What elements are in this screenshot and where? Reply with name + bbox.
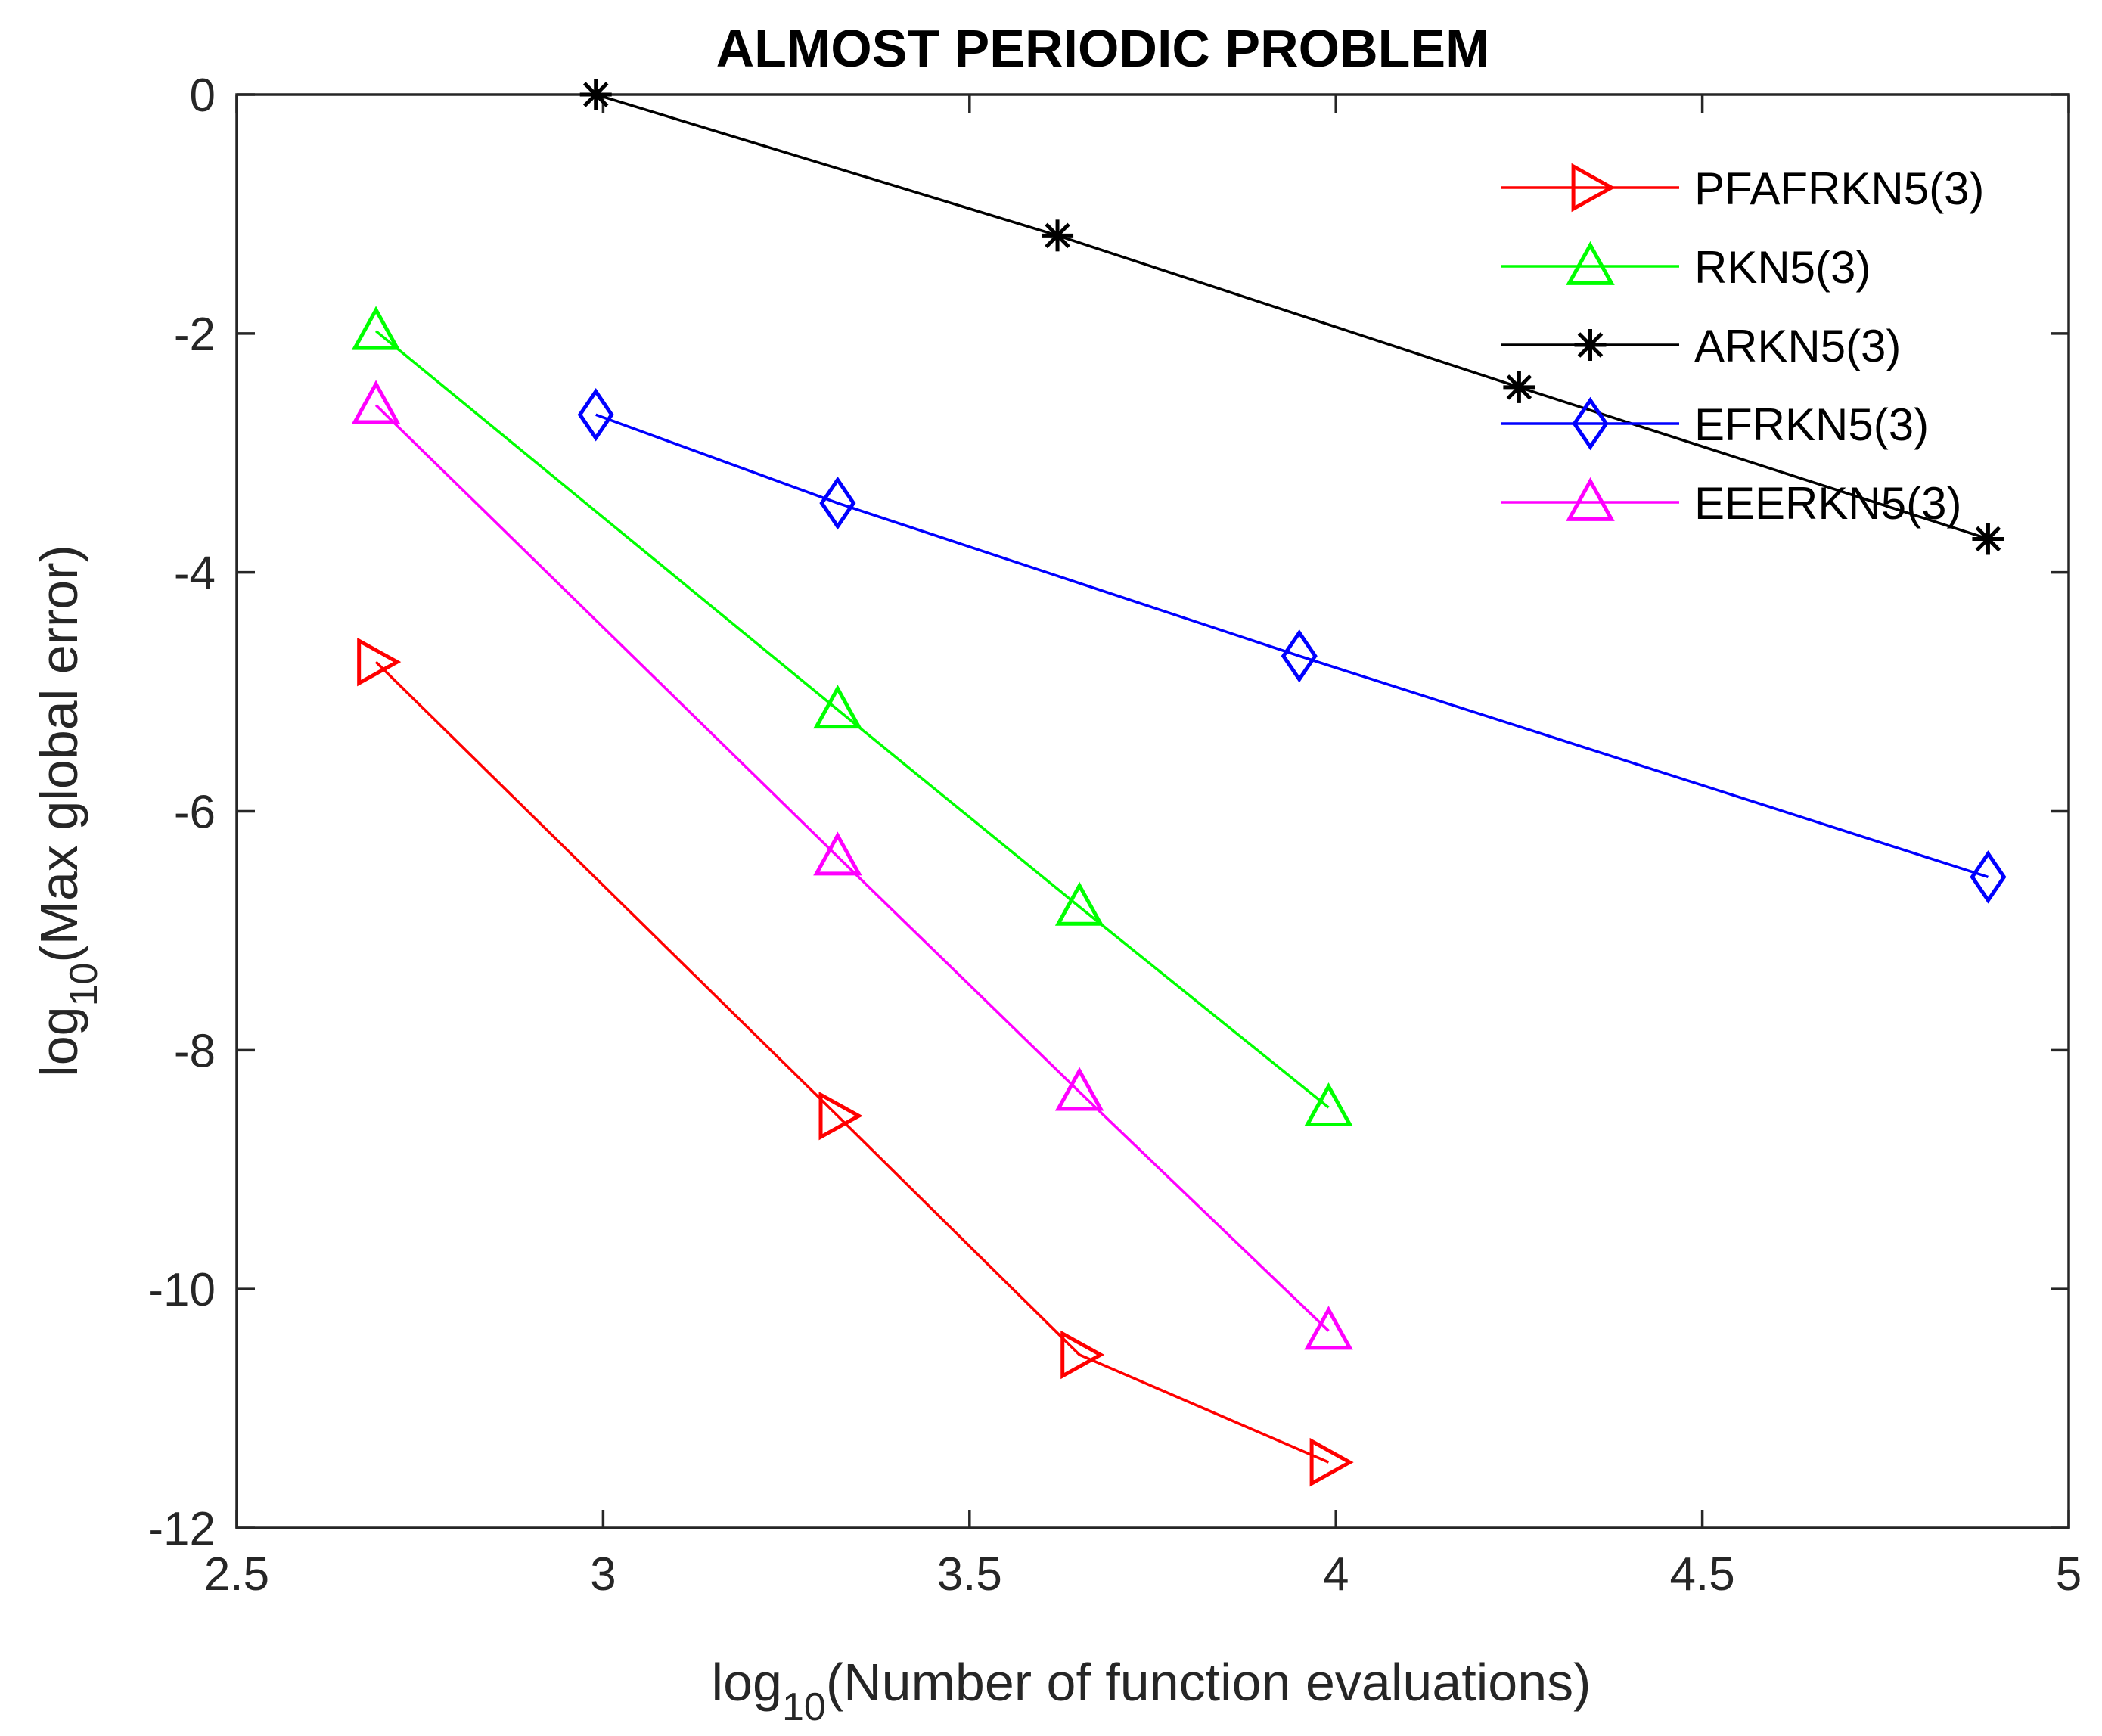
- asterisk-stroke: [1577, 332, 1604, 358]
- x-axis-label-suffix: (Number of function evaluations): [826, 1653, 1591, 1712]
- data-point-marker: [1566, 477, 1615, 521]
- series-line: [595, 93, 1989, 541]
- data-point-marker: [1281, 629, 1318, 683]
- legend-item: PFAFRKN5(3): [1501, 163, 1984, 214]
- series-rkn5-3: [351, 306, 1353, 1127]
- asterisk-stroke: [1975, 526, 2001, 552]
- series-eeerkn5-3: [351, 380, 1353, 1350]
- legend-item: RKN5(3): [1501, 241, 1871, 293]
- data-point-marker: [1304, 1306, 1353, 1350]
- data-point-marker: [1970, 850, 2007, 904]
- series-layer: [351, 79, 2007, 1487]
- plot-area: [235, 93, 2070, 1529]
- asterisk-stroke: [1506, 374, 1532, 400]
- data-point-marker: [1572, 396, 1609, 451]
- data-point-marker: [351, 306, 401, 350]
- data-point-marker: [1042, 219, 1074, 252]
- data-point-marker: [818, 1091, 863, 1141]
- data-point-marker: [1566, 241, 1615, 285]
- y-axis-label: log10(Max global error): [29, 545, 106, 1077]
- data-point-marker: [1574, 329, 1607, 361]
- series-efrkn5-3: [577, 387, 2007, 904]
- y-axis-label-subscript: 10: [62, 963, 106, 1007]
- data-point-marker: [1060, 1330, 1105, 1380]
- legend-item: EEERKN5(3): [1501, 477, 1961, 529]
- y-tick-label: -10: [147, 1264, 216, 1316]
- data-point-marker: [1503, 371, 1535, 403]
- data-point-marker: [357, 637, 402, 687]
- x-tick-label: 5: [2056, 1548, 2082, 1601]
- data-point-marker: [1571, 163, 1616, 213]
- legend-label: RKN5(3): [1694, 242, 1871, 293]
- data-point-marker: [819, 476, 856, 530]
- y-axis-label-prefix: log: [29, 1006, 88, 1076]
- x-axis: 2.5 3 3.5 4 4.5 5: [204, 95, 2082, 1601]
- x-axis-label: log10(Number of function evaluations): [712, 1653, 1591, 1729]
- x-axis-label-prefix: log: [712, 1653, 782, 1712]
- series-line: [595, 413, 1989, 879]
- legend-label: PFAFRKN5(3): [1694, 163, 1984, 214]
- chart-title: ALMOST PERIODIC PROBLEM: [716, 19, 1490, 78]
- legend-item: ARKN5(3): [1501, 321, 1901, 371]
- x-axis-label-subscript: 10: [782, 1685, 826, 1729]
- legend: PFAFRKN5(3) RKN5(3) ARKN5(3) EFRKN5(3) EEERK…: [1501, 163, 1984, 529]
- data-point-marker: [577, 387, 614, 442]
- x-tick-label: 3: [590, 1548, 616, 1601]
- y-tick-label: -8: [174, 1025, 216, 1077]
- y-axis: 0 -2 -4 -6 -8 -10 -12: [147, 70, 2069, 1555]
- y-tick-label: -6: [174, 787, 216, 839]
- series-pfafrkn5-3: [357, 637, 1354, 1487]
- y-tick-label: 0: [190, 70, 216, 122]
- legend-label: ARKN5(3): [1694, 321, 1901, 371]
- series-line: [374, 660, 1330, 1464]
- data-point-marker: [1054, 881, 1104, 926]
- x-tick-label: 2.5: [204, 1548, 269, 1601]
- y-tick-label: -4: [174, 548, 216, 600]
- x-tick-label: 3.5: [937, 1548, 1002, 1601]
- series-arkn5-3: [579, 79, 2004, 555]
- legend-label: EEERKN5(3): [1694, 478, 1961, 529]
- data-point-marker: [579, 79, 612, 110]
- x-tick-label: 4.5: [1669, 1548, 1734, 1601]
- y-tick-label: -12: [147, 1503, 216, 1555]
- asterisk-stroke: [1045, 222, 1070, 249]
- asterisk-stroke: [582, 82, 609, 107]
- axes-frame: [235, 93, 2070, 1529]
- y-axis-label-suffix: (Max global error): [29, 545, 88, 962]
- data-point-marker: [813, 685, 862, 729]
- series-line: [374, 404, 1330, 1332]
- y-tick-label: -2: [174, 309, 216, 361]
- legend-item: EFRKN5(3): [1501, 396, 1929, 451]
- series-line: [374, 330, 1330, 1109]
- data-point-marker: [1309, 1437, 1354, 1487]
- data-point-marker: [813, 831, 862, 876]
- data-point-marker: [351, 380, 401, 424]
- data-point-marker: [1304, 1082, 1353, 1127]
- legend-label: EFRKN5(3): [1694, 399, 1929, 450]
- x-tick-label: 4: [1323, 1548, 1349, 1601]
- data-point-marker: [1054, 1067, 1104, 1111]
- data-point-marker: [1972, 523, 2004, 555]
